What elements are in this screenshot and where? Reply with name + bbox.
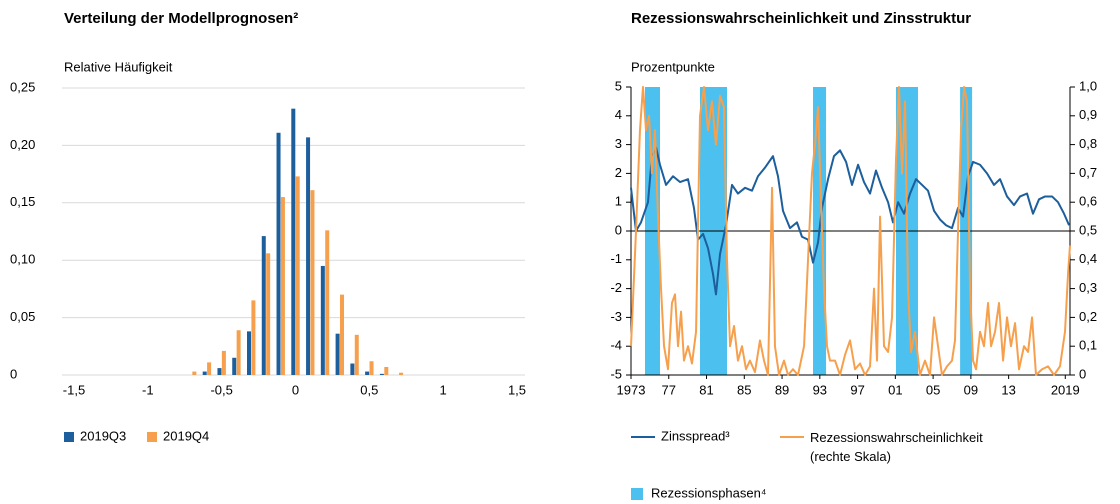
bar: [384, 366, 389, 375]
y-tick-label: 2: [615, 165, 622, 180]
legend-label: Rezessionsphasen⁴: [651, 485, 766, 500]
y2-tick-label: 0,2: [1079, 309, 1097, 324]
x-tick-label: 89: [775, 382, 789, 397]
bar: [202, 371, 207, 375]
legend-label: Rezessionswahrscheinlichkeit (rechte Ska…: [810, 430, 983, 464]
bar: [320, 265, 325, 375]
y-tick-label: 0,25: [10, 79, 35, 94]
bar: [350, 363, 355, 375]
bar: [291, 108, 296, 375]
bar: [232, 357, 237, 375]
x-tick-label: -0,5: [210, 382, 232, 397]
y2-tick-label: 0,7: [1079, 165, 1097, 180]
y-tick-label: -1: [610, 251, 622, 266]
y2-tick-label: 0: [1079, 366, 1086, 381]
x-tick-label: 85: [737, 382, 751, 397]
y-tick-label: -4: [610, 338, 622, 353]
bar: [365, 371, 370, 375]
y-tick-label: 0: [615, 222, 622, 237]
x-tick-label: 05: [926, 382, 940, 397]
y-tick-label: 0,05: [10, 309, 35, 324]
y-tick-label: 0: [10, 366, 17, 381]
y2-tick-label: 0,3: [1079, 280, 1097, 295]
y-tick-label: 5: [615, 78, 622, 93]
x-tick-label: 93: [813, 382, 827, 397]
bar: [369, 361, 374, 375]
x-tick-label: 09: [964, 382, 978, 397]
y-tick-label: 0,10: [10, 252, 35, 267]
x-tick-label: -1: [142, 382, 154, 397]
y2-tick-label: 0,9: [1079, 107, 1097, 122]
x-tick-label: 1: [440, 382, 447, 397]
y2-tick-label: 0,5: [1079, 222, 1097, 237]
bar: [276, 132, 281, 375]
x-tick-label: 2019: [1051, 382, 1080, 397]
y-tick-label: 3: [615, 136, 622, 151]
bar: [335, 333, 340, 375]
legend-swatch: [64, 432, 74, 442]
bar: [247, 331, 251, 375]
line-series: [630, 86, 1071, 376]
legend-label: 2019Q4: [163, 428, 209, 443]
bar: [379, 373, 384, 375]
bar: [340, 294, 344, 375]
line-series: [630, 146, 1070, 296]
y-tick-label: 0,15: [10, 194, 35, 209]
x-tick-label: 0: [292, 382, 299, 397]
bar: [354, 334, 359, 375]
x-tick-label: 0,5: [360, 382, 378, 397]
bar: [325, 230, 330, 375]
x-tick-label: 81: [699, 382, 713, 397]
y-tick-label: 1: [615, 194, 622, 209]
x-tick-label: 97: [850, 382, 864, 397]
bar: [266, 253, 271, 375]
y-tick-label: -3: [610, 309, 622, 324]
y-axis-label: Prozentpunkte: [631, 59, 715, 74]
bar: [207, 362, 212, 375]
bar: [261, 236, 266, 375]
x-tick-label: 01: [888, 382, 902, 397]
y2-tick-label: 0,6: [1079, 194, 1097, 209]
bar: [221, 350, 226, 375]
y-tick-label: 0,20: [10, 137, 35, 152]
chart-title: Verteilung der Modellprognosen²: [64, 10, 298, 27]
bar: [310, 190, 315, 375]
legend-swatch: [147, 432, 157, 442]
y2-tick-label: 0,1: [1079, 338, 1097, 353]
bar: [399, 372, 404, 375]
y2-tick-label: 0,8: [1079, 136, 1097, 151]
bar: [295, 176, 300, 375]
x-tick-label: 1,5: [508, 382, 526, 397]
x-tick-label: 13: [1001, 382, 1015, 397]
y-tick-label: -5: [610, 366, 622, 381]
bar: [192, 371, 197, 375]
bar: [251, 300, 256, 375]
bar: [217, 368, 222, 375]
y2-tick-label: 1,0: [1079, 78, 1097, 93]
legend-label: 2019Q3: [80, 428, 126, 443]
y-tick-label: -2: [610, 280, 622, 295]
y2-tick-label: 0,4: [1079, 251, 1097, 266]
bar: [280, 197, 285, 375]
bar: [236, 330, 241, 375]
bar: [306, 137, 311, 375]
chart-title: Rezessionswahrscheinlichkeit und Zinsstr…: [631, 10, 971, 27]
legend-label: Zinsspread³: [661, 428, 730, 443]
x-tick-label: 1973: [617, 382, 646, 397]
y-tick-label: 4: [615, 107, 622, 122]
y-axis-label: Relative Häufigkeit: [64, 59, 173, 74]
legend-swatch: [631, 488, 643, 500]
x-tick-label: -1,5: [63, 382, 85, 397]
x-tick-label: 77: [662, 382, 676, 397]
